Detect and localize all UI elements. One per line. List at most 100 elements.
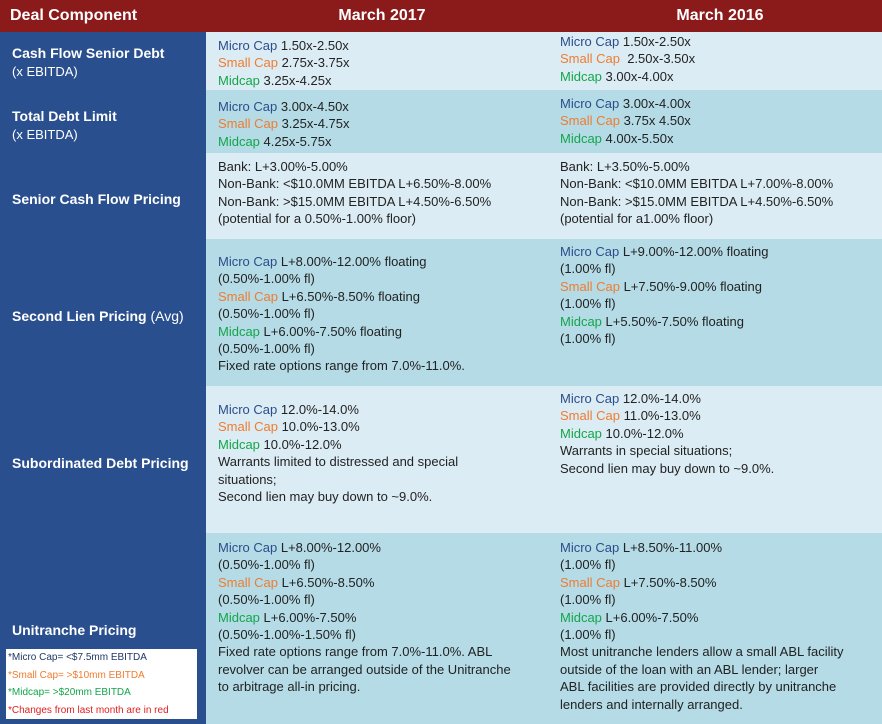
cell-text: 4.00x-5.50x (601, 130, 674, 146)
cell-text: (1.00% fl) (560, 261, 616, 277)
cell-text: lenders and internally arranged. (560, 696, 743, 712)
cell-line: (potential for a 0.50%-1.00% floor) (218, 210, 491, 227)
cell-line: Midcap 10.0%-12.0% (218, 436, 458, 453)
cell-text: (0.50%-1.00% fl) (218, 340, 315, 356)
cell-text: (1.00% fl) (560, 330, 616, 346)
table-row (206, 90, 882, 153)
cell-text: Non-Bank: >$15.0MM EBITDA L+4.50%-6.50% (560, 193, 834, 209)
cell-line: Micro Cap 1.50x-2.50x (560, 33, 695, 50)
cell-text: (potential for a 0.50%-1.00% floor) (218, 211, 416, 227)
cell-text: Fixed rate options range from 7.0%-11.0%… (218, 358, 465, 374)
tier-label-micro: Micro Cap (218, 402, 278, 417)
tier-label-micro: Micro Cap (218, 99, 278, 114)
tier-label-small: Small Cap (560, 408, 620, 424)
tier-label-small: Small Cap (218, 574, 278, 590)
cell-line: Small Cap 2.75x-3.75x (218, 54, 350, 71)
cell-text: situations; (218, 471, 277, 487)
row-label-main: Unitranche Pricing (12, 622, 137, 638)
cell-text: 2.50x-3.50x (619, 51, 696, 67)
legend-micro-cap: *Micro Cap= <$7.5mm EBITDA (8, 652, 147, 663)
cell-line: Bank: L+3.00%-5.00% (218, 158, 491, 175)
row-label: Total Debt Limit (x EBITDA) (12, 107, 202, 144)
cell-text: L+8.50%-11.00% (619, 540, 722, 555)
cell-line: (0.50%-1.00%-1.50% fl) (218, 626, 511, 643)
cell-line: Non-Bank: >$15.0MM EBITDA L+4.50%-6.50% (218, 193, 491, 210)
tier-label-mid: Midcap (218, 609, 260, 625)
cell-line: (0.50%-1.00% fl) (218, 340, 465, 357)
cell-line: Second lien may buy down to ~9.0%. (218, 488, 458, 505)
cell-line: lenders and internally arranged. (560, 696, 843, 713)
tier-label-micro: Micro Cap (560, 244, 620, 259)
legend-midcap: *Midcap= >$20mm EBITDA (8, 687, 131, 698)
cell-line: (0.50%-1.00% fl) (218, 591, 511, 608)
cell-text: L+5.50%-7.50% floating (601, 313, 744, 329)
cell-text: 3.00x-4.00x (601, 68, 674, 84)
cell-line: (0.50%-1.00% fl) (218, 556, 511, 573)
cell-line: Non-Bank: <$10.0MM EBITDA L+6.50%-8.00% (218, 175, 491, 192)
tier-label-mid: Midcap (218, 133, 260, 149)
cell-line: (potential for a1.00% floor) (560, 210, 833, 227)
cell-text: 3.00x-4.00x (619, 96, 691, 111)
cell-text: Second lien may buy down to ~9.0%. (560, 460, 775, 476)
cell-line: (0.50%-1.00% fl) (218, 305, 465, 322)
tier-label-micro: Micro Cap (560, 540, 620, 555)
cell-text: L+7.50%-9.00% floating (619, 278, 762, 294)
row-label: Unitranche Pricing (12, 621, 202, 639)
cell-text: L+6.50%-8.50% (277, 574, 375, 590)
cell-line: Small Cap L+6.50%-8.50% (218, 574, 511, 591)
row-label-main: Cash Flow Senior Debt (12, 45, 165, 61)
cell-line: Midcap L+6.00%-7.50% floating (218, 323, 465, 340)
tier-label-small: Small Cap (218, 116, 278, 132)
row-label-column (0, 32, 206, 724)
cell-text: (potential for a1.00% floor) (560, 211, 714, 227)
cell-text: 3.25x-4.25x (259, 72, 332, 88)
tier-label-micro: Micro Cap (218, 38, 278, 53)
cell-text: Most unitranche lenders allow a small AB… (560, 644, 844, 660)
table-row (206, 386, 882, 533)
tier-label-mid: Midcap (560, 313, 602, 329)
cell-line: Micro Cap L+9.00%-12.00% floating (560, 243, 769, 260)
tier-label-mid: Midcap (560, 425, 602, 441)
cell-text: Warrants limited to distressed and speci… (218, 454, 459, 470)
cell-line: Micro Cap 3.00x-4.00x (560, 95, 691, 112)
cell-text: to arbitrage all-in pricing. (218, 679, 361, 695)
cell-text: 12.0%-14.0% (619, 391, 701, 406)
tier-label-mid: Midcap (560, 609, 602, 625)
cell-mar2016: Bank: L+3.50%-5.00% Non-Bank: <$10.0MM EB… (560, 158, 833, 228)
cell-line: (1.00% fl) (560, 330, 769, 347)
tier-label-micro: Micro Cap (560, 391, 620, 406)
cell-text: 1.50x-2.50x (277, 38, 349, 53)
cell-text: 2.75x-3.75x (277, 55, 350, 71)
cell-line: (1.00% fl) (560, 626, 843, 643)
row-label-unit: (x EBITDA) (12, 127, 78, 142)
cell-text: Non-Bank: <$10.0MM EBITDA L+7.00%-8.00% (560, 176, 834, 192)
legend-small-cap: *Small Cap= >$10mm EBITDA (8, 669, 145, 681)
cell-line: Small Cap 2.50x-3.50x (560, 50, 695, 67)
cell-text: L+6.00%-7.50% (601, 609, 699, 625)
cell-text: (0.50%-1.00% fl) (218, 271, 315, 287)
cell-text: outside of the loan with an ABL lender; … (560, 661, 819, 677)
cell-text: Second lien may buy down to ~9.0%. (218, 488, 433, 504)
tier-label-micro: Micro Cap (560, 96, 620, 111)
cell-line: Second lien may buy down to ~9.0%. (560, 460, 774, 477)
tier-label-mid: Midcap (218, 323, 260, 339)
cell-text: ABL facilities are provided directly by … (560, 679, 837, 695)
cell-text: Non-Bank: <$10.0MM EBITDA L+6.50%-8.00% (218, 176, 492, 192)
cell-line: (0.50%-1.00% fl) (218, 270, 465, 287)
cell-text: revolver can be arranged outside of the … (218, 661, 511, 677)
cell-text: (0.50%-1.00% fl) (218, 306, 315, 322)
cell-line: Small Cap 10.0%-13.0% (218, 418, 458, 435)
cell-text: (1.00% fl) (560, 626, 616, 642)
tier-label-small: Small Cap (218, 288, 278, 304)
row-label-main: Second Lien Pricing (12, 308, 147, 324)
cell-line: Most unitranche lenders allow a small AB… (560, 643, 843, 660)
cell-line: Fixed rate options range from 7.0%-11.0%… (218, 643, 511, 660)
cell-line: Fixed rate options range from 7.0%-11.0%… (218, 357, 465, 374)
cell-line: Small Cap 11.0%-13.0% (560, 407, 774, 424)
cell-line: Small Cap L+7.50%-8.50% (560, 574, 843, 591)
cell-text: (0.50%-1.00% fl) (218, 592, 315, 608)
cell-line: Micro Cap L+8.00%-12.00% floating (218, 253, 465, 270)
cell-line: Non-Bank: <$10.0MM EBITDA L+7.00%-8.00% (560, 175, 833, 192)
cell-text: (0.50%-1.00% fl) (218, 557, 315, 573)
